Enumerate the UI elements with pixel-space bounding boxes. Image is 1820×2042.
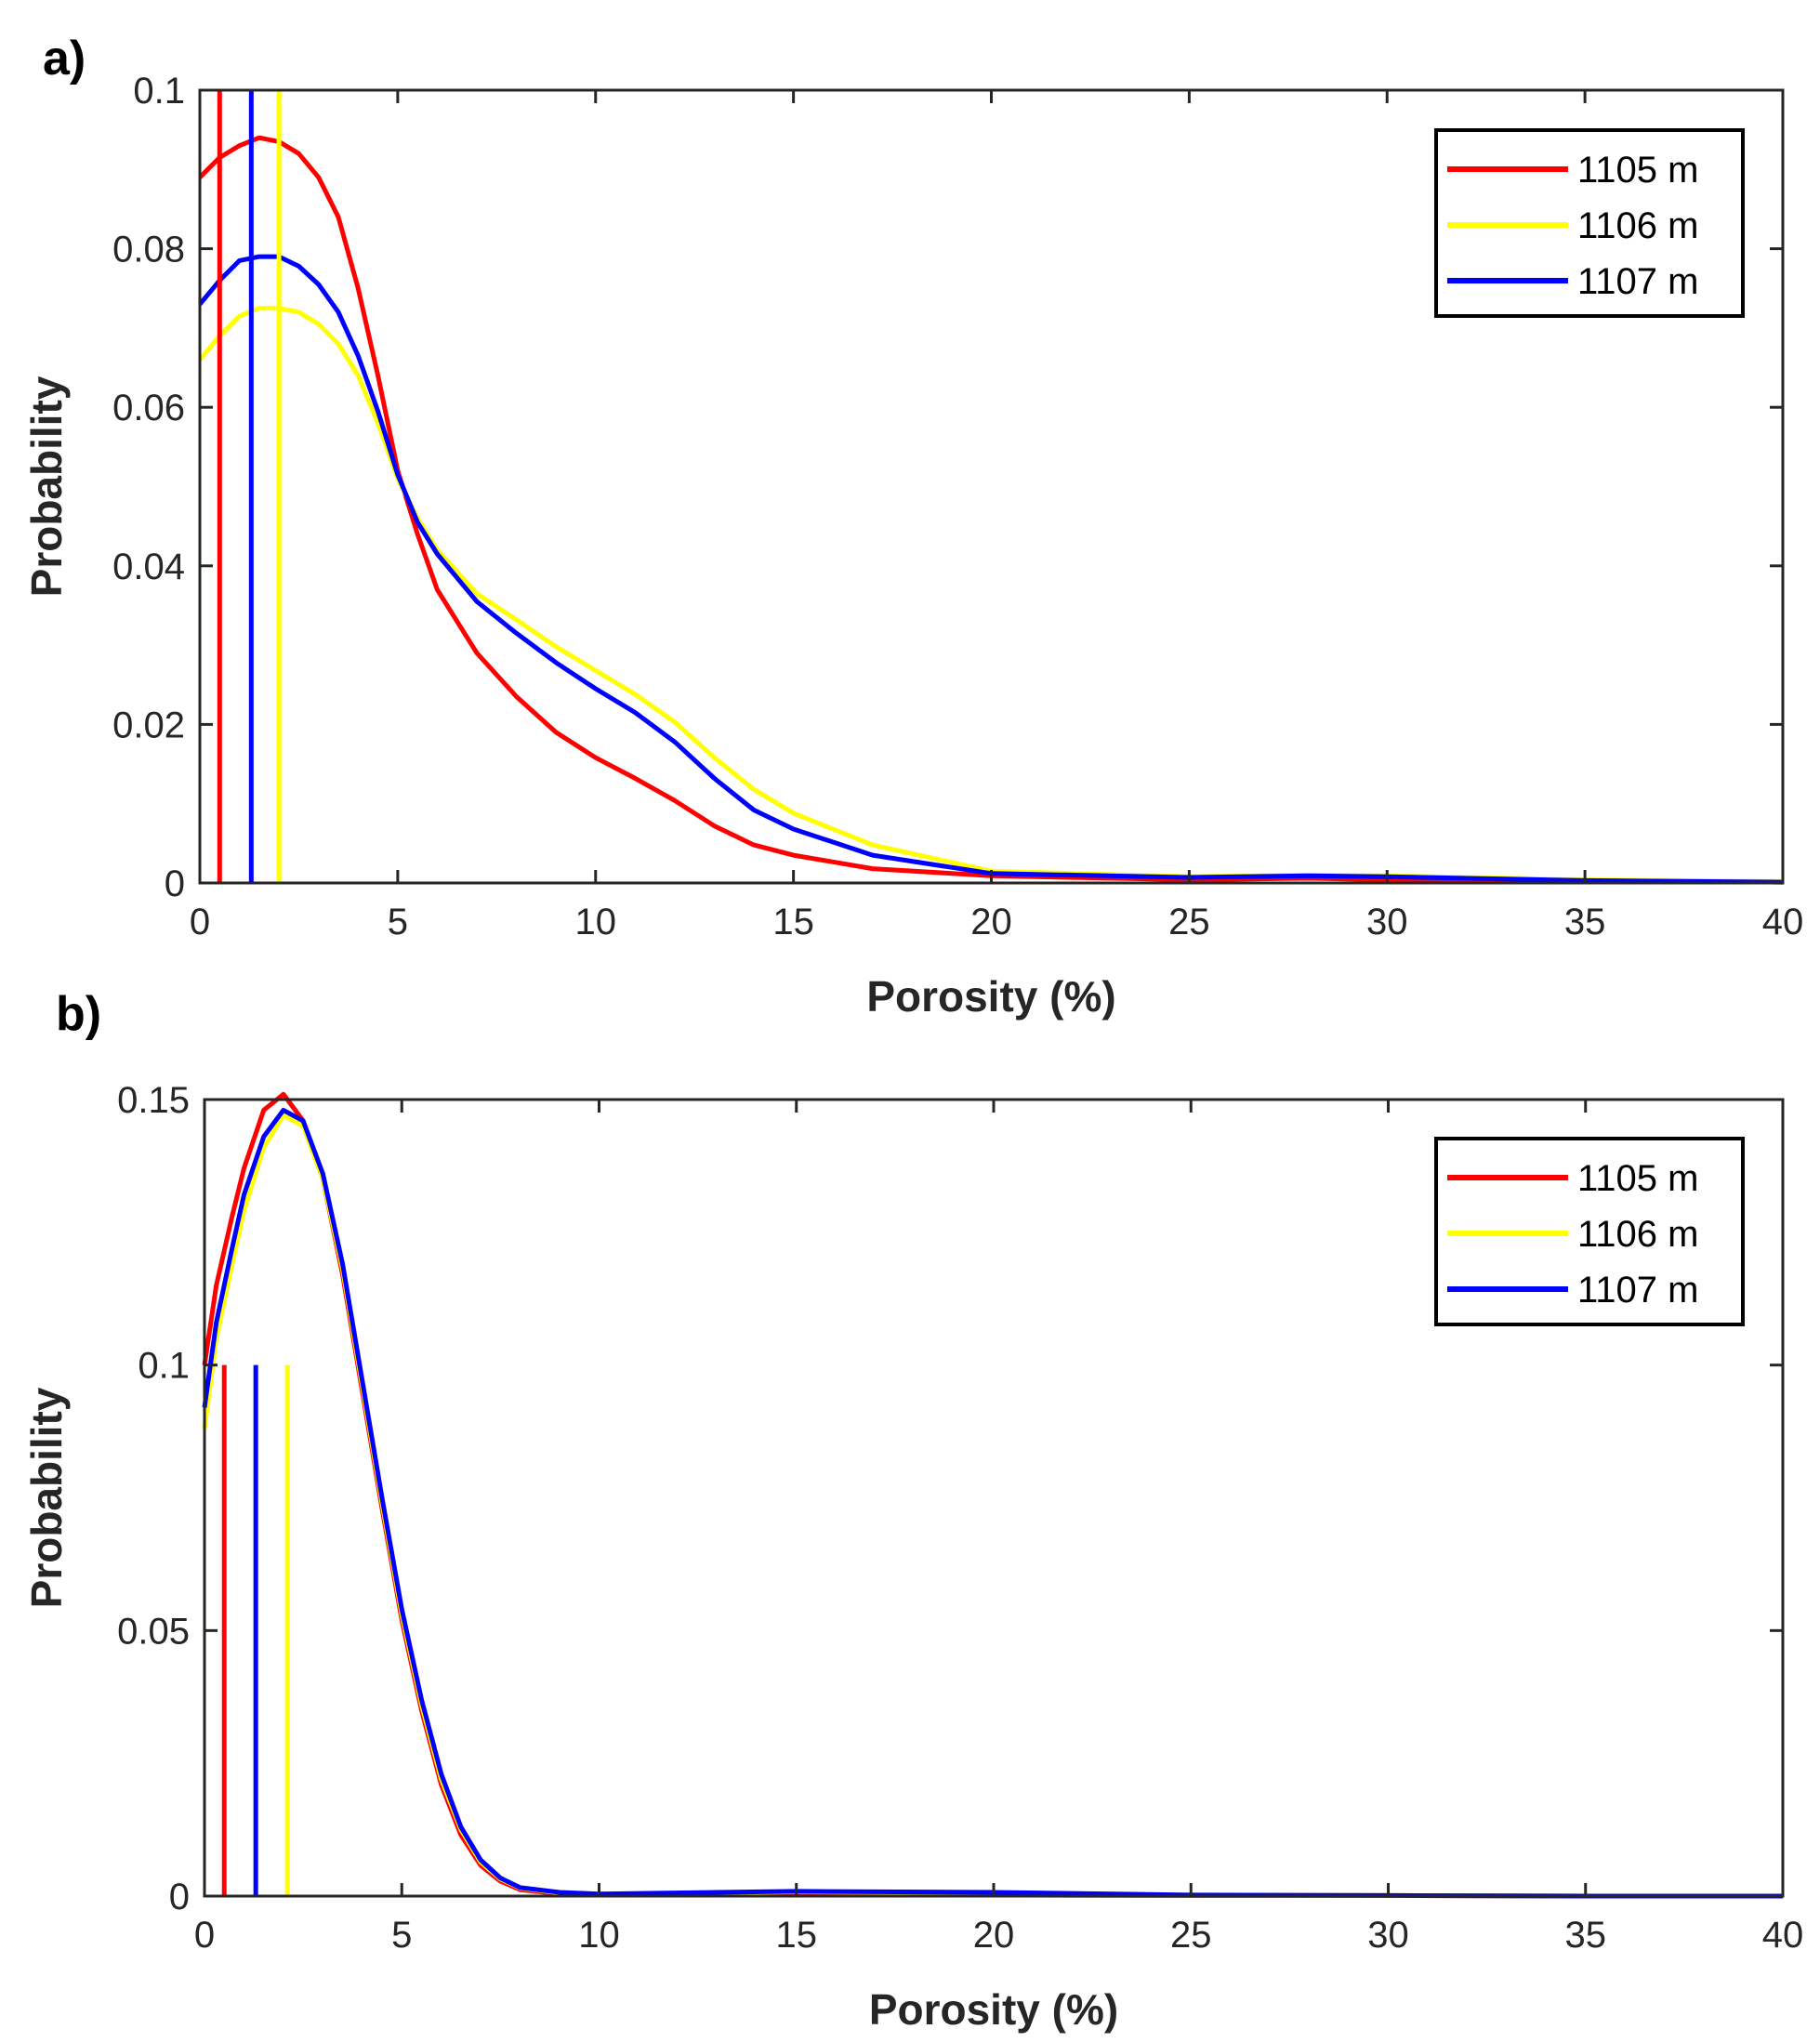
x-tick-label: 0 — [190, 902, 210, 942]
x-tick-label: 5 — [391, 1915, 412, 1956]
y-tick-label: 0.08 — [112, 230, 185, 270]
x-tick-label: 40 — [1762, 1915, 1804, 1956]
y-axis-title: Probability — [22, 1387, 71, 1608]
y-tick-label: 0.15 — [117, 1080, 190, 1121]
series-line-3 — [202, 1107, 1783, 1899]
y-tick-label: 0.05 — [117, 1611, 190, 1652]
x-tick-label: 40 — [1762, 902, 1804, 942]
legend-label-3: 1107 m — [1577, 1270, 1698, 1311]
x-tick-label: 20 — [970, 902, 1012, 942]
y-tick-label: 0.1 — [138, 1346, 190, 1387]
series-line-3 — [198, 254, 1784, 885]
legend-label-1: 1105 m — [1577, 1158, 1698, 1199]
y-tick-label: 0.02 — [112, 705, 185, 745]
series-line-1 — [198, 135, 1784, 885]
y-tick-label: 0.06 — [112, 388, 185, 428]
legend-label-2: 1106 m — [1577, 205, 1698, 246]
x-tick-label: 5 — [388, 902, 408, 942]
y-tick-label: 0.1 — [133, 71, 185, 112]
x-tick-label: 30 — [1366, 902, 1408, 942]
x-tick-label: 10 — [575, 902, 617, 942]
panel-label-a: a) — [43, 32, 86, 86]
x-tick-label: 35 — [1564, 902, 1606, 942]
panel-label-b: b) — [56, 987, 101, 1041]
x-tick-label: 25 — [1170, 1915, 1212, 1956]
x-tick-label: 10 — [578, 1915, 620, 1956]
chart-panel-a: 0 5 10 15 20 25 30 35 40 0 0.02 0.04 0.06 0.08 0.1 Poro… — [22, 71, 1803, 1021]
legend-label-3: 1107 m — [1577, 261, 1698, 302]
x-tick-label: 20 — [973, 1915, 1015, 1956]
x-axis-title: Porosity (%) — [869, 1985, 1118, 2034]
x-tick-label: 35 — [1565, 1915, 1607, 1956]
x-tick-label: 15 — [776, 1915, 818, 1956]
x-tick-label: 0 — [194, 1915, 215, 1956]
chart-panel-b: 0 5 10 15 20 25 30 35 40 0 0.05 0.1 0.15 Porosity (%)… — [22, 1080, 1803, 2034]
y-tick-label: 0 — [165, 863, 185, 904]
legend-label-1: 1105 m — [1577, 150, 1698, 191]
y-axis-title: Probability — [22, 375, 71, 597]
y-tick-label: 0.04 — [112, 547, 185, 587]
x-axis-title: Porosity (%) — [866, 972, 1115, 1021]
x-tick-label: 25 — [1168, 902, 1210, 942]
legend-label-2: 1106 m — [1577, 1214, 1698, 1255]
y-tick-label: 0 — [169, 1877, 190, 1917]
legend-box — [1434, 1137, 1745, 1326]
x-tick-label: 30 — [1367, 1915, 1409, 1956]
x-tick-label: 15 — [772, 902, 814, 942]
